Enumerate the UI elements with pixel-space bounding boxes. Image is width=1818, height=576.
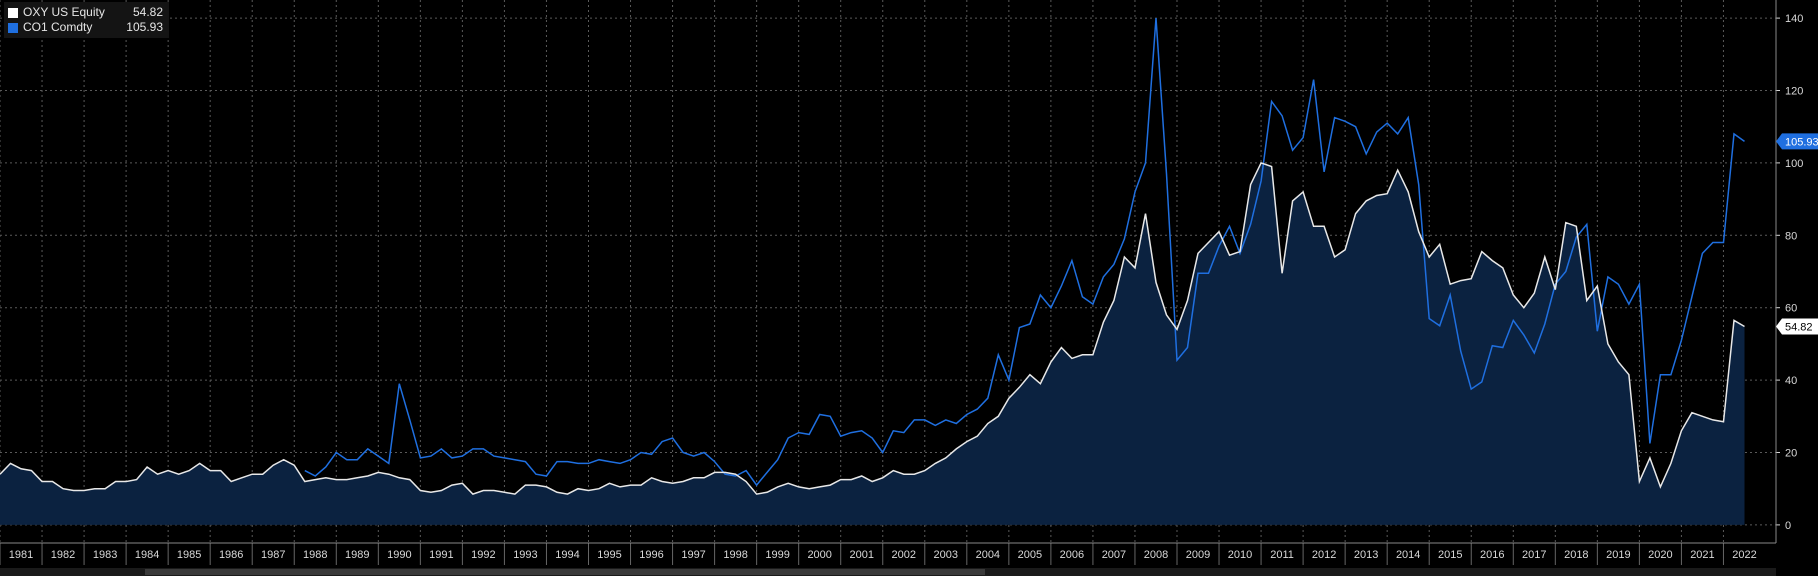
x-tick-label: 1993 — [513, 549, 537, 561]
x-tick-label: 2000 — [807, 549, 831, 561]
x-tick-label: 1990 — [387, 549, 411, 561]
brent-series — [304, 18, 1745, 487]
oxy-area-fill — [0, 162, 1745, 525]
x-tick-label: 2019 — [1606, 549, 1630, 561]
brent-last-value-tag: 105.93 — [1785, 136, 1818, 148]
y-tick-label: 0 — [1785, 520, 1791, 532]
x-tick-label: 2004 — [976, 549, 1000, 561]
x-tick-label: 1982 — [51, 549, 75, 561]
y-tick-label: 120 — [1785, 86, 1803, 98]
x-tick-label: 2006 — [1060, 549, 1084, 561]
legend-label: CO1 Comdty — [23, 20, 93, 34]
x-tick-label: 1986 — [219, 549, 243, 561]
oxy-swatch-icon — [8, 7, 18, 18]
x-tick-label: 2017 — [1522, 549, 1546, 561]
x-tick-label: 2013 — [1354, 549, 1378, 561]
x-tick-label: 1987 — [261, 549, 285, 561]
oxy-series — [0, 161, 1745, 495]
x-tick-label: 2016 — [1480, 549, 1504, 561]
chart-legend: OXY US Equity 54.82 CO1 Comdty 105.93 — [4, 2, 169, 38]
y-tick-label: 80 — [1785, 230, 1797, 242]
x-tick-label: 1995 — [597, 549, 621, 561]
x-tick-label: 2007 — [1102, 549, 1126, 561]
y-tick-label: 40 — [1785, 375, 1797, 387]
x-tick-label: 1985 — [177, 549, 201, 561]
brent-last-value-tag-box — [1776, 133, 1818, 150]
legend-item-oxy[interactable]: OXY US Equity 54.82 — [8, 5, 163, 20]
x-tick-label: 2020 — [1648, 549, 1672, 561]
legend-item-brent[interactable]: CO1 Comdty 105.93 — [8, 20, 163, 35]
x-tick-label: 2012 — [1312, 549, 1336, 561]
last-value-tags: 105.93 54.82 — [1776, 133, 1818, 335]
x-tick-label: 1998 — [723, 549, 747, 561]
x-tick-label: 1984 — [135, 549, 159, 561]
x-tick-label: 2022 — [1732, 549, 1756, 561]
scrollbar-thumb — [145, 569, 985, 575]
x-axis: 1981 1982 1983 1984 1985 1986 1987 1988 1989 1990… — [0, 542, 1776, 576]
x-tick-label: 1994 — [555, 549, 579, 561]
y-axis: 0 20 40 60 80 100 120 140 — [1775, 0, 1803, 543]
x-tick-label: 1991 — [429, 549, 453, 561]
legend-value: 54.82 — [132, 5, 163, 19]
oxy-last-value-tag: 54.82 — [1785, 321, 1813, 333]
y-tick-label: 140 — [1785, 13, 1803, 25]
x-tick-label: 2005 — [1018, 549, 1042, 561]
x-tick-label: 1999 — [765, 549, 789, 561]
x-tick-label: 2003 — [934, 549, 958, 561]
x-tick-label: 2011 — [1270, 549, 1294, 561]
oxy-line — [0, 161, 1745, 495]
x-tick-label: 2018 — [1564, 549, 1588, 561]
x-tick-label: 2001 — [849, 549, 873, 561]
x-tick-label: 1996 — [639, 549, 663, 561]
x-tick-label: 1997 — [681, 549, 705, 561]
x-tick-label: 1988 — [303, 549, 327, 561]
x-tick-label: 2010 — [1228, 549, 1252, 561]
oxy-last-value-tag-box — [1776, 318, 1818, 335]
y-tick-label: 20 — [1785, 448, 1797, 460]
legend-value: 105.93 — [126, 20, 163, 34]
x-tick-label: 1989 — [345, 549, 369, 561]
x-tick-label: 1992 — [471, 549, 495, 561]
y-tick-label: 60 — [1785, 303, 1797, 315]
x-tick-label: 2008 — [1144, 549, 1168, 561]
x-tick-label: 2014 — [1396, 549, 1420, 561]
x-tick-label: 1981 — [9, 549, 33, 561]
brent-line — [304, 18, 1745, 487]
x-tick-label: 2002 — [892, 549, 916, 561]
x-tick-label: 2015 — [1438, 549, 1462, 561]
legend-label: OXY US Equity — [23, 5, 105, 19]
oxy-area — [0, 162, 1745, 525]
x-tick-label: 2021 — [1690, 549, 1714, 561]
x-tick-label: 1983 — [93, 549, 117, 561]
y-tick-label: 100 — [1785, 158, 1803, 170]
x-tick-label: 2009 — [1186, 549, 1210, 561]
brent-swatch-icon — [8, 22, 18, 33]
